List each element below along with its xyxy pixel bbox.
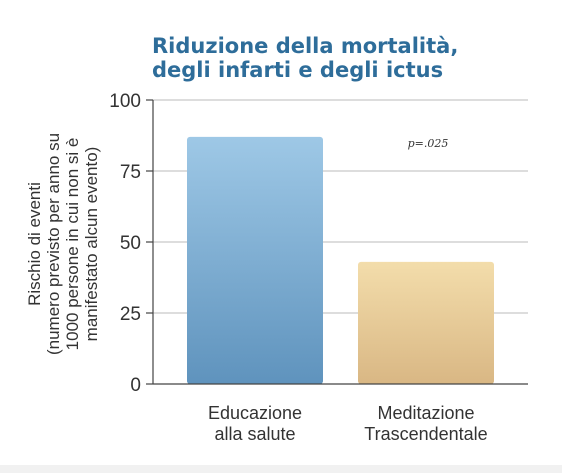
category-label-1-line-1: Educazione — [208, 403, 302, 423]
category-label-2-line-1: Meditazione — [377, 403, 474, 423]
p-value-annotation: p=.025 — [408, 137, 449, 150]
y-axis-label-line-3: 1000 persone in cui non si è — [63, 138, 82, 351]
chart-title: Riduzione della mortalità, degli infarti… — [152, 34, 458, 82]
bar-1 — [187, 136, 323, 384]
category-label-1-line-2: alla salute — [214, 424, 295, 444]
y-tick-label-0: 0 — [130, 375, 141, 396]
y-tick-label-75: 75 — [120, 162, 141, 183]
y-axis-label-line-2: (numero previsto per anno su — [44, 133, 63, 355]
y-tick-label-50: 50 — [120, 233, 141, 254]
chart-title-line-2: degli infarti e degli ictus — [152, 58, 443, 82]
bars — [187, 136, 494, 384]
bar-2 — [358, 261, 494, 384]
y-axis-label-line-1: Rischio di eventi — [25, 182, 44, 306]
chart-title-line-1: Riduzione della mortalità, — [152, 34, 458, 58]
y-tick-label-100: 100 — [109, 91, 141, 112]
y-tick-label-25: 25 — [120, 304, 141, 325]
y-axis-label: Rischio di eventi (numero previsto per a… — [25, 133, 101, 355]
category-label-2-line-2: Trascendentale — [364, 424, 487, 444]
y-tick-labels: 0 25 50 75 100 — [109, 91, 153, 396]
y-axis-label-line-4: manifestato alcun evento) — [82, 147, 101, 342]
bottom-divider — [0, 465, 562, 473]
